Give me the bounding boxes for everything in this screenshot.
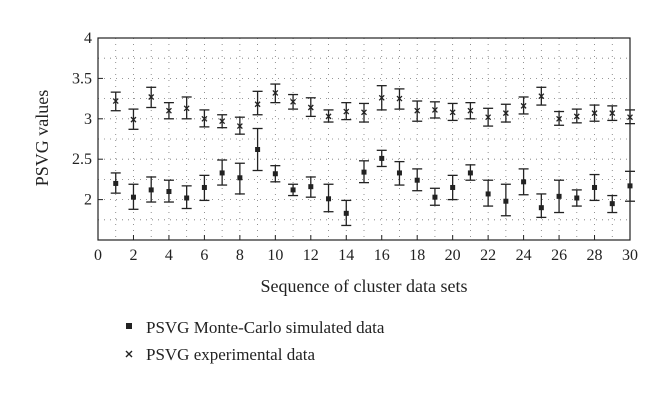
data-point-cross [627, 114, 633, 121]
data-point-cross [290, 98, 297, 105]
data-point-square [272, 171, 278, 177]
data-point-square [308, 184, 314, 190]
data-point-cross [378, 94, 385, 101]
legend-label-simulated: PSVG Monte-Carlo simulated data [146, 318, 385, 337]
data-point-square [343, 210, 349, 216]
data-point-cross [236, 123, 243, 130]
data-point-cross [609, 110, 616, 117]
data-point-cross [502, 110, 509, 117]
x-tick-label: 14 [338, 247, 354, 264]
data-point-cross [449, 109, 456, 116]
data-point-cross [538, 93, 545, 100]
x-tick-label: 8 [236, 247, 244, 264]
x-tick-label: 20 [445, 247, 461, 264]
x-tick-label: 22 [480, 247, 496, 264]
data-point-square [130, 194, 136, 200]
y-tick-label: 2.5 [72, 151, 92, 168]
data-point-cross [130, 116, 137, 123]
series-experimental [110, 83, 635, 135]
data-point-cross [485, 114, 492, 121]
data-point-cross [272, 89, 279, 96]
data-point-cross [254, 101, 261, 108]
y-axis-label: PSVG values [32, 90, 52, 187]
data-point-cross [361, 109, 367, 116]
data-marks [110, 83, 635, 227]
data-point-cross [165, 107, 172, 114]
data-point-square [432, 194, 438, 200]
x-tick-label: 16 [374, 247, 390, 264]
x-axis-label: Sequence of cluster data sets [261, 276, 468, 296]
y-tick-label: 3 [84, 111, 92, 128]
data-point-square [361, 169, 367, 175]
x-tick-label: 6 [200, 247, 208, 264]
data-point-cross [414, 107, 421, 114]
grid [98, 38, 630, 240]
y-tick-label: 2 [84, 192, 92, 209]
data-point-square [538, 205, 544, 211]
y-tick-labels: 2 2.5 3 3.5 4 [72, 30, 92, 209]
legend-item-experimental: PSVG experimental data [125, 345, 315, 364]
x-tick-label: 4 [165, 247, 173, 264]
data-point-square [113, 180, 119, 186]
data-point-square [201, 184, 207, 190]
data-point-square [166, 189, 172, 195]
x-tick-label: 28 [587, 247, 603, 264]
plot-frame [97, 37, 631, 241]
data-point-cross [183, 105, 190, 112]
data-point-square [503, 198, 509, 204]
data-point-square [521, 179, 527, 185]
y-tick-label: 3.5 [72, 70, 92, 87]
data-point-square [237, 175, 243, 181]
data-point-square [219, 170, 225, 176]
x-tick-label: 18 [409, 247, 425, 264]
data-point-cross [112, 98, 119, 104]
data-point-cross [431, 106, 438, 113]
data-point-square [148, 187, 154, 193]
data-point-cross [591, 110, 598, 117]
data-point-square [556, 193, 562, 199]
data-point-square [414, 177, 420, 183]
data-point-square [450, 184, 456, 190]
axis-ticks [97, 37, 631, 240]
data-point-cross [219, 118, 226, 125]
data-point-square [467, 170, 473, 176]
data-point-cross [307, 104, 314, 111]
data-point-cross [520, 102, 527, 109]
data-point-square [379, 155, 385, 161]
data-point-cross [396, 95, 403, 102]
data-point-square [485, 191, 491, 197]
data-point-square [574, 195, 580, 201]
x-tick-label: 0 [94, 247, 102, 264]
legend-item-simulated: PSVG Monte-Carlo simulated data [126, 318, 385, 337]
x-tick-label: 12 [303, 247, 319, 264]
data-point-square [592, 184, 598, 190]
data-point-cross [343, 108, 350, 115]
x-tick-label: 30 [622, 247, 638, 264]
data-point-square [255, 147, 261, 153]
data-point-cross [573, 113, 580, 120]
data-point-square [396, 170, 402, 176]
legend-marker-cross [125, 350, 133, 358]
x-tick-label: 2 [129, 247, 137, 264]
y-tick-label: 4 [84, 30, 92, 47]
data-point-cross [201, 115, 208, 122]
x-tick-label: 10 [267, 247, 283, 264]
data-point-square [326, 196, 332, 202]
data-point-square [627, 183, 633, 189]
x-tick-labels: 0 2 4 6 8 10 12 14 16 18 20 22 24 26 28 30 [94, 247, 638, 264]
data-point-cross [148, 94, 155, 100]
data-point-cross [467, 107, 474, 114]
data-point-cross [556, 115, 563, 122]
series-simulated [110, 127, 635, 227]
data-point-square [184, 195, 190, 201]
legend: PSVG Monte-Carlo simulated data PSVG exp… [125, 318, 385, 364]
data-point-square [290, 187, 296, 193]
data-point-cross [325, 113, 332, 120]
legend-label-experimental: PSVG experimental data [146, 345, 315, 364]
data-point-square [609, 201, 615, 207]
legend-marker-square [126, 323, 132, 329]
x-tick-label: 24 [516, 247, 532, 264]
x-tick-label: 26 [551, 247, 567, 264]
